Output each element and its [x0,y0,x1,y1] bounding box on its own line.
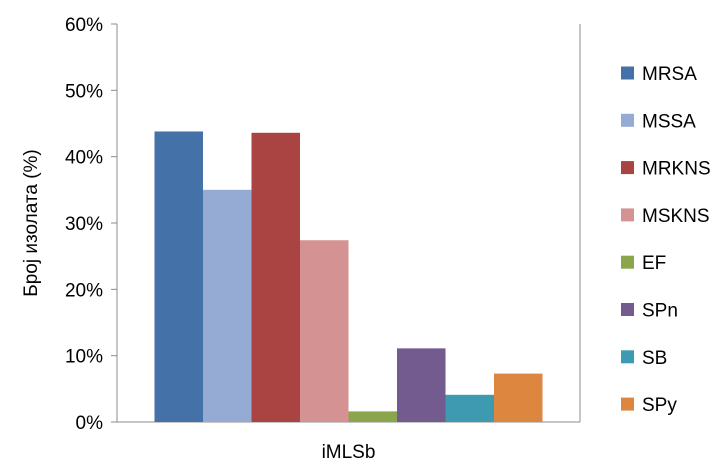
y-tick-label: 0% [76,413,104,434]
legend-swatch [621,350,634,364]
legend-label: SPy [642,395,677,416]
legend-swatch [621,255,634,269]
y-tick-label: 50% [65,81,103,102]
bar-spn [397,348,446,422]
y-tick-label: 60% [65,15,103,36]
bar-ef [348,411,397,422]
legend-item-ef: EF [621,253,666,274]
legend-item-mrsa: MRSA [621,64,697,85]
legend-label: EF [642,253,666,274]
bar-mssa [203,189,252,422]
bars [154,131,543,422]
legend-label: MRKNS [642,159,711,180]
y-tick-labels: 0% 10% 20% 30% 40% 50% 60% [65,15,103,434]
y-ticks [111,23,117,423]
y-tick-label: 40% [65,148,103,169]
legend-label: MRSA [642,64,697,85]
bar-sb [445,394,494,422]
legend-item-mrkns: MRKNS [621,159,711,180]
x-tick-labels: iMLSb [322,442,376,463]
legend-item-mssa: MSSA [621,111,696,132]
plot-area: 0% 10% 20% 30% 40% 50% 60% iMLSb [65,15,581,463]
legend-swatch [621,303,634,316]
bar-mskns [300,240,349,422]
bar-mrkns [251,132,300,422]
legend-label: MSSA [642,111,696,132]
legend-swatch [621,208,634,222]
bar-mrsa [154,131,203,422]
y-tick-label: 10% [65,347,103,368]
legend-swatch [621,397,634,411]
legend-swatch [621,66,634,80]
legend-swatch [621,161,634,175]
legend-item-sb: SB [621,348,667,369]
legend-label: SPn [642,301,678,322]
legend-label: SB [642,348,667,369]
legend: MRSA MSSA MRKNS MSKNS EF SPn SB SPy [621,64,711,416]
bar-spy [494,373,543,422]
y-axis-title: Број изолата (%) [21,149,42,296]
legend-swatch [621,113,634,127]
legend-item-spn: SPn [621,301,678,322]
y-tick-label: 30% [65,214,103,235]
legend-item-mskns: MSKNS [621,206,710,227]
legend-label: MSKNS [642,206,710,227]
legend-item-spy: SPy [621,395,677,416]
x-tick-label: iMLSb [322,442,376,463]
y-tick-label: 20% [65,280,103,301]
